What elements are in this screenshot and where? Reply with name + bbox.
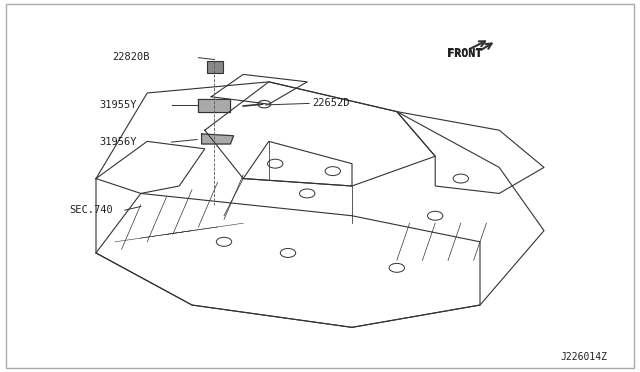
- Text: 22652D: 22652D: [312, 99, 350, 108]
- Text: 31956Y: 31956Y: [99, 137, 137, 147]
- Polygon shape: [198, 99, 230, 112]
- Text: 22820B: 22820B: [112, 52, 150, 61]
- Polygon shape: [202, 134, 234, 144]
- Text: SEC.740: SEC.740: [69, 205, 113, 215]
- FancyBboxPatch shape: [207, 61, 223, 73]
- Text: FRONT: FRONT: [448, 49, 482, 59]
- Text: 31955Y: 31955Y: [99, 100, 137, 110]
- Text: J226014Z: J226014Z: [560, 352, 607, 362]
- Text: FRONT: FRONT: [447, 48, 483, 60]
